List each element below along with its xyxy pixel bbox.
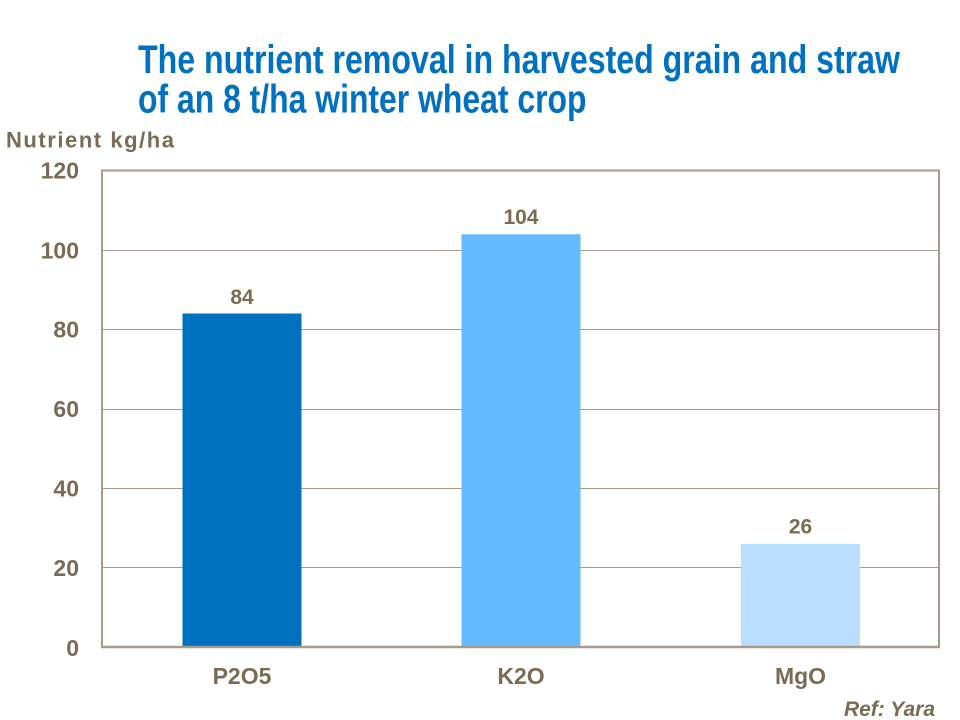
svg-text:100: 100	[41, 237, 79, 263]
svg-text:of an 8 t/ha winter wheat crop: of an 8 t/ha winter wheat crop	[138, 78, 587, 122]
svg-text:20: 20	[53, 555, 79, 581]
svg-text:P2O5: P2O5	[213, 663, 272, 689]
svg-text:26: 26	[789, 516, 812, 539]
svg-text:84: 84	[230, 286, 254, 309]
svg-text:120: 120	[41, 158, 79, 184]
svg-text:The nutrient removal in harves: The nutrient removal in harvested grain …	[138, 38, 901, 82]
svg-text:104: 104	[503, 206, 538, 229]
svg-text:K2O: K2O	[497, 663, 544, 689]
svg-text:40: 40	[53, 476, 79, 502]
svg-text:MgO: MgO	[775, 663, 826, 689]
svg-text:60: 60	[53, 396, 79, 422]
svg-text:Ref: Yara: Ref: Yara	[844, 698, 935, 720]
svg-text:Nutrient kg/ha: Nutrient kg/ha	[6, 128, 175, 153]
svg-text:0: 0	[66, 635, 79, 661]
svg-text:80: 80	[53, 317, 79, 343]
